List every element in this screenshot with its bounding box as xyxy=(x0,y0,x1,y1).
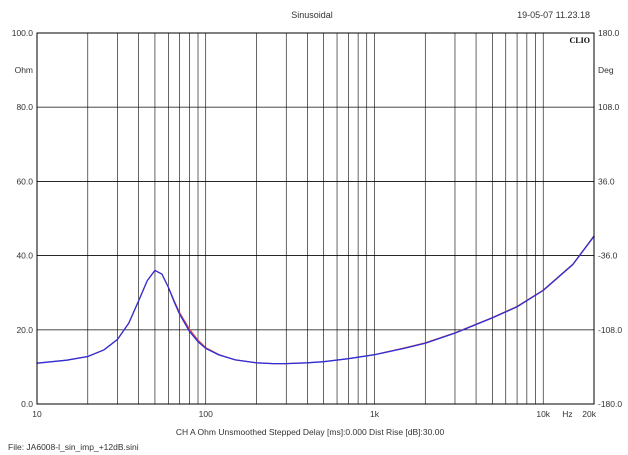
series-line-overlay xyxy=(36,235,595,365)
settings-line: CH A Ohm Unsmoothed Stepped Delay [ms]:0… xyxy=(176,427,445,437)
grid-layer xyxy=(36,32,595,405)
y-tick-label: 100.0 xyxy=(12,28,34,38)
x-tick-label: 10 xyxy=(32,409,42,419)
y-tick-label: 40.0 xyxy=(16,251,33,261)
x-unit-label: Hz xyxy=(562,409,572,419)
x-tick-label: 100 xyxy=(199,409,213,419)
file-name: File: JA6008-l_sin_imp_+12dB.sini xyxy=(8,442,139,452)
y-tick-label: 80.0 xyxy=(16,102,33,112)
x-tick-label: 1k xyxy=(370,409,380,419)
y2-tick-label: 108.0 xyxy=(598,102,620,112)
y2-unit-label: Deg xyxy=(598,65,614,75)
y-tick-label: 0.0 xyxy=(21,399,33,409)
y-unit-label: Ohm xyxy=(15,65,33,75)
x-tick-label: 20k xyxy=(582,409,596,419)
label-layer: 100.0 80.0 60.0 40.0 20.0 0.0 Ohm 180.0 108.0 36.… xyxy=(12,28,623,419)
y2-tick-label: 180.0 xyxy=(598,28,620,38)
y-tick-label: 20.0 xyxy=(16,325,33,335)
y2-tick-label: -108.0 xyxy=(598,325,622,335)
x-tick-label: 10k xyxy=(536,409,550,419)
y2-tick-label: -180.0 xyxy=(598,399,622,409)
series-line-main xyxy=(36,235,595,365)
y-tick-label: 60.0 xyxy=(16,176,33,186)
plot-frame xyxy=(36,32,595,405)
series-layer xyxy=(36,235,595,365)
timestamp: 19-05-07 11.23.18 xyxy=(517,10,590,20)
y2-tick-label: 36.0 xyxy=(598,176,615,186)
y2-tick-label: -36.0 xyxy=(598,251,618,261)
clio-logo: CLIO xyxy=(570,36,590,45)
chart-title: Sinusoidal xyxy=(291,10,333,20)
